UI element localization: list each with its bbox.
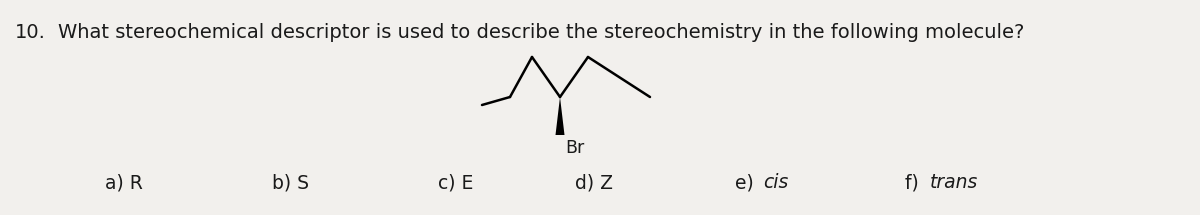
Text: What stereochemical descriptor is used to describe the stereochemistry in the fo: What stereochemical descriptor is used t… <box>58 23 1025 42</box>
Text: e): e) <box>734 174 760 192</box>
Text: f): f) <box>905 174 925 192</box>
Text: b) S: b) S <box>272 174 310 192</box>
Text: cis: cis <box>763 174 788 192</box>
Text: d) Z: d) Z <box>575 174 613 192</box>
Text: c) E: c) E <box>438 174 473 192</box>
Text: 10.: 10. <box>14 23 46 42</box>
Polygon shape <box>556 97 564 135</box>
Text: a) R: a) R <box>106 174 143 192</box>
Text: trans: trans <box>930 174 978 192</box>
Text: Br: Br <box>565 139 584 157</box>
